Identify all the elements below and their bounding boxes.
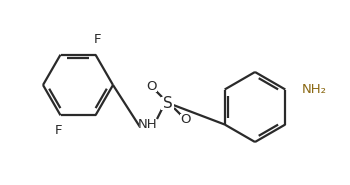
Text: NH: NH	[138, 119, 158, 132]
Bar	[139, 120, 157, 130]
Bar	[181, 114, 191, 125]
Text: S: S	[163, 95, 173, 110]
Text: O: O	[147, 80, 157, 92]
Bar	[161, 97, 175, 110]
Bar	[147, 80, 158, 92]
Text: F: F	[94, 33, 101, 46]
Text: O: O	[181, 112, 191, 125]
Text: F: F	[55, 124, 62, 137]
Text: NH₂: NH₂	[301, 83, 326, 96]
